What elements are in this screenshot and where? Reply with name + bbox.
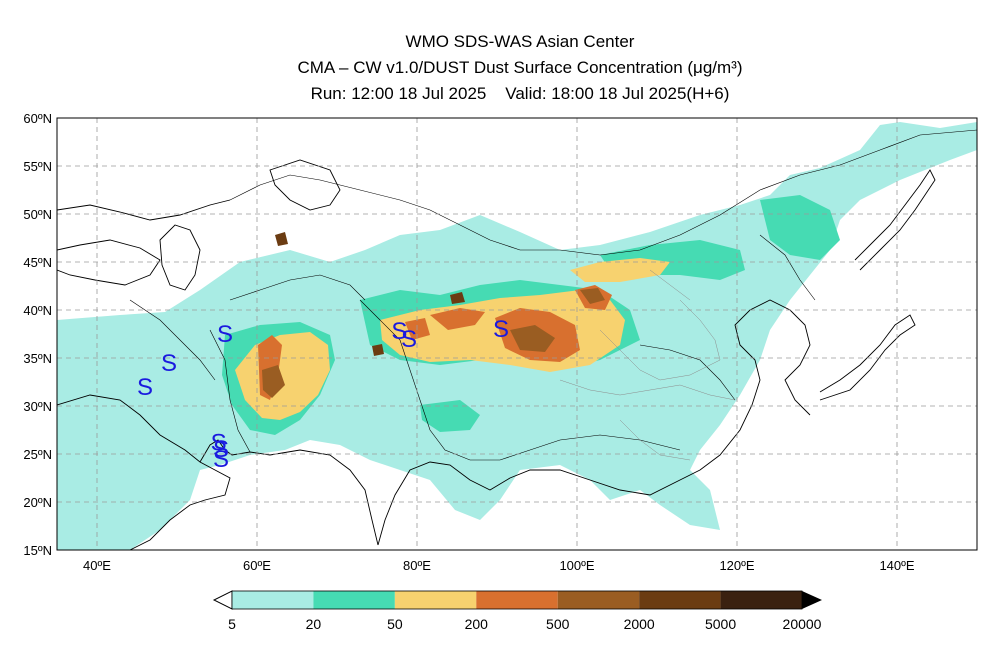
dust-level-5-area: [262, 365, 285, 398]
latitude-label: 60ºN: [23, 111, 52, 126]
longitude-label: 100ºE: [559, 558, 594, 573]
dust-level-4-area: [430, 308, 485, 330]
dust-level-6-area: [275, 232, 288, 246]
latitude-label: 50ºN: [23, 207, 52, 222]
dust-storm-marker: S: [391, 318, 407, 345]
country-border: [229, 129, 977, 256]
latitude-labels: 60ºN 55ºN 50ºN 45ºN 40ºN 35ºN 30ºN 25ºN 20ºN 15ºN: [23, 111, 52, 558]
country-border: [209, 329, 251, 453]
dust-storm-marker: S: [161, 350, 177, 377]
colorbar-tick-label: 50: [387, 616, 403, 632]
colorbar: 5 20 50 200 500 2000 5000 20000: [212, 590, 822, 632]
dust-storm-marker: S: [493, 316, 509, 343]
title-product: CMA – CW v1.0/DUST Dust Surface Concentr…: [297, 58, 743, 77]
dust-storm-marker: S: [137, 374, 153, 401]
dust-level-3-area: [570, 258, 670, 282]
dust-storm-marker: S: [217, 321, 233, 348]
country-border: [759, 234, 816, 301]
coastline: [269, 159, 341, 211]
colorbar-segment: [476, 591, 558, 609]
colorbar-tick-label: 200: [465, 616, 489, 632]
dust-storm-marker: S: [213, 446, 229, 473]
dust-storm-marker: S: [401, 326, 417, 353]
latitude-label: 55ºN: [23, 159, 52, 174]
latitude-label: 40ºN: [23, 303, 52, 318]
coastline: [199, 439, 379, 546]
colorbar-tick-label: 20: [306, 616, 322, 632]
colorbar-tick-label: 5000: [705, 616, 736, 632]
latitude-label: 35ºN: [23, 351, 52, 366]
country-border: [639, 344, 736, 401]
province-border: [649, 269, 691, 301]
coastline: [57, 394, 231, 550]
country-borders: [129, 129, 977, 461]
dust-storm-marker: S: [211, 429, 227, 456]
country-border: [229, 274, 366, 301]
colorbar-segment: [313, 591, 395, 609]
dust-storm-marker: S: [213, 436, 229, 463]
dust-level-5-area: [580, 288, 605, 304]
colorbar-segment: [639, 591, 721, 609]
dust-level-5-area: [510, 325, 555, 352]
longitude-label: 60ºE: [243, 558, 271, 573]
colorbar-segment: [232, 591, 314, 609]
latitude-label: 45ºN: [23, 255, 52, 270]
coastline: [854, 169, 936, 271]
coastline: [819, 314, 916, 401]
longitude-label: 80ºE: [403, 558, 431, 573]
graticule: [57, 118, 977, 550]
colorbar-over-arrow: [802, 591, 822, 609]
country-border: [359, 299, 681, 461]
colorbar-tick-label: 5: [228, 616, 236, 632]
longitude-label: 40ºE: [83, 558, 111, 573]
dust-field: [57, 122, 977, 550]
province-border: [559, 379, 736, 401]
latitude-label: 15ºN: [23, 543, 52, 558]
colorbar-outline: [231, 590, 803, 610]
longitude-label: 140ºE: [879, 558, 914, 573]
coastline: [57, 199, 231, 221]
coastlines: [57, 159, 936, 550]
dust-level-6-area: [450, 292, 465, 304]
dust-level-4-area: [405, 318, 430, 340]
colorbar-under-arrow: [212, 590, 233, 610]
title-center-name: WMO SDS-WAS Asian Center: [405, 32, 635, 51]
province-border: [619, 419, 691, 461]
colorbar-segment: [720, 591, 802, 609]
title-run-valid: Run: 12:00 18 Jul 2025 Valid: 18:00 18 J…: [310, 84, 730, 103]
colorbar-tick-label: 500: [546, 616, 570, 632]
coastline: [57, 239, 161, 286]
country-border: [129, 299, 216, 381]
latitude-label: 20ºN: [23, 495, 52, 510]
coastline: [377, 299, 811, 546]
colorbar-tick-label: 20000: [783, 616, 822, 632]
latitude-label: 25ºN: [23, 447, 52, 462]
dust-level-2-area: [420, 400, 480, 432]
colorbar-segment: [557, 591, 640, 609]
dust-level-6-area: [372, 344, 384, 356]
longitude-label: 120ºE: [719, 558, 754, 573]
province-border: [599, 329, 721, 381]
longitude-labels: 40ºE 60ºE 80ºE 100ºE 120ºE 140ºE: [83, 558, 915, 573]
colorbar-segment: [394, 591, 477, 609]
dust-level-2-area: [760, 195, 840, 260]
coastline: [159, 224, 201, 291]
colorbar-tick-label: 2000: [624, 616, 655, 632]
map-frame: [56, 117, 978, 551]
latitude-label: 30ºN: [23, 399, 52, 414]
